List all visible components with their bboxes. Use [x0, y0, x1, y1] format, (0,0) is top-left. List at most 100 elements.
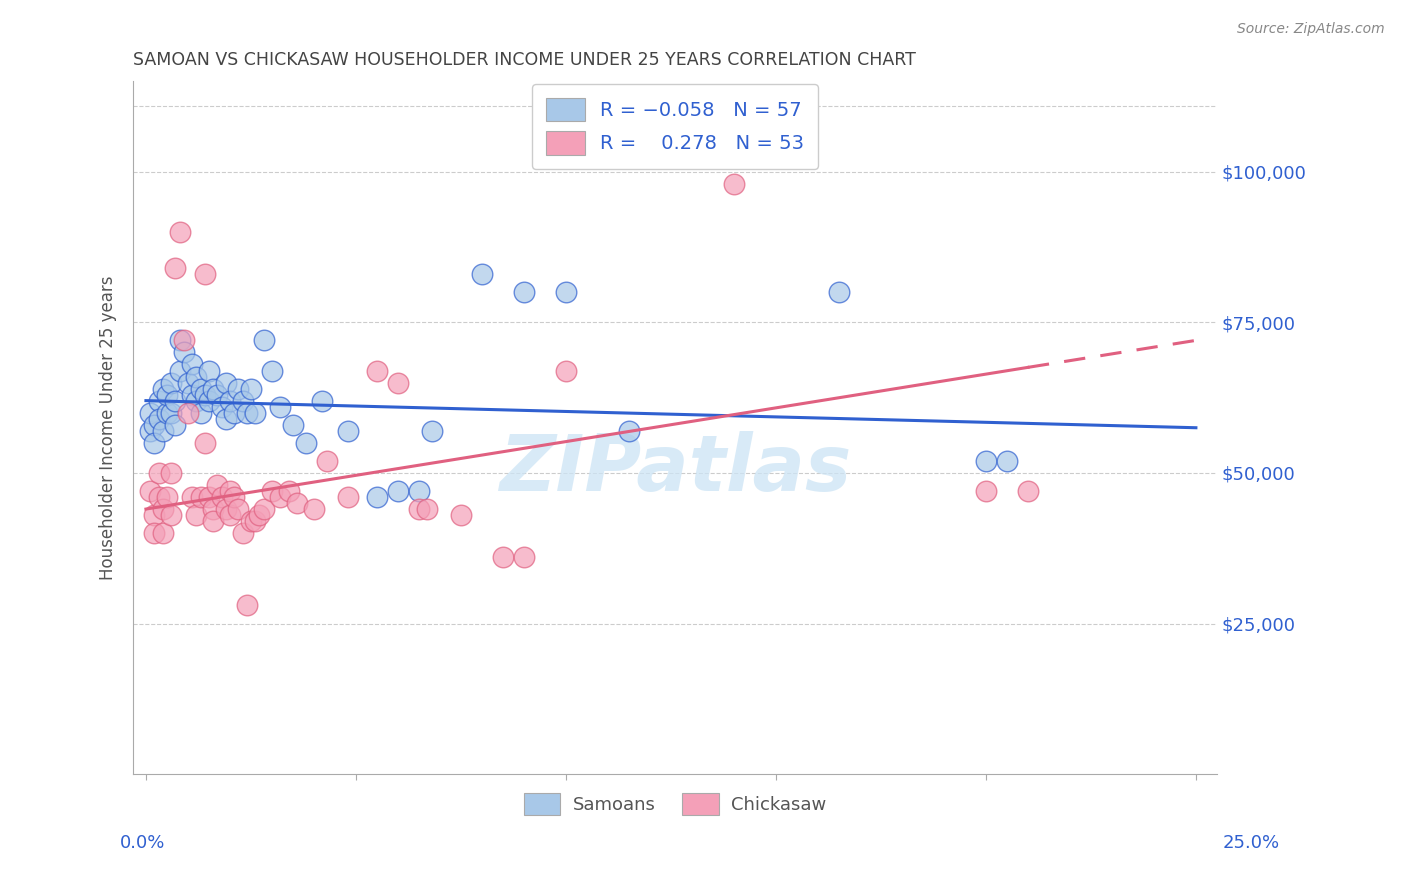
Legend: Samoans, Chickasaw: Samoans, Chickasaw	[515, 784, 835, 824]
Point	[252, 502, 274, 516]
Point	[228, 502, 250, 516]
Point	[152, 424, 174, 438]
Point	[269, 490, 291, 504]
Point	[148, 393, 170, 408]
Point	[186, 369, 208, 384]
Point	[143, 417, 166, 432]
Point	[231, 526, 253, 541]
Point	[156, 387, 179, 401]
Point	[148, 411, 170, 425]
Point	[336, 490, 359, 504]
Point	[152, 526, 174, 541]
Point	[294, 435, 316, 450]
Point	[215, 411, 238, 425]
Point	[235, 406, 257, 420]
Point	[450, 508, 472, 522]
Point	[190, 490, 212, 504]
Point	[239, 514, 262, 528]
Point	[143, 526, 166, 541]
Point	[194, 435, 217, 450]
Point	[387, 483, 409, 498]
Point	[190, 382, 212, 396]
Point	[302, 502, 325, 516]
Point	[513, 550, 536, 565]
Point	[194, 387, 217, 401]
Point	[169, 363, 191, 377]
Point	[247, 508, 270, 522]
Point	[186, 393, 208, 408]
Point	[219, 508, 242, 522]
Point	[239, 382, 262, 396]
Point	[169, 334, 191, 348]
Point	[173, 334, 195, 348]
Text: 25.0%: 25.0%	[1222, 834, 1279, 852]
Point	[148, 490, 170, 504]
Point	[143, 435, 166, 450]
Point	[228, 382, 250, 396]
Point	[408, 502, 430, 516]
Point	[492, 550, 515, 565]
Y-axis label: Householder Income Under 25 years: Householder Income Under 25 years	[100, 276, 117, 580]
Point	[202, 382, 225, 396]
Point	[198, 363, 221, 377]
Point	[285, 496, 308, 510]
Text: Source: ZipAtlas.com: Source: ZipAtlas.com	[1237, 22, 1385, 37]
Point	[723, 177, 745, 191]
Point	[211, 490, 233, 504]
Point	[148, 466, 170, 480]
Point	[198, 490, 221, 504]
Point	[160, 376, 183, 390]
Point	[211, 400, 233, 414]
Point	[420, 424, 443, 438]
Point	[617, 424, 640, 438]
Point	[139, 483, 162, 498]
Point	[173, 345, 195, 359]
Point	[224, 490, 246, 504]
Point	[169, 225, 191, 239]
Point	[243, 514, 266, 528]
Point	[260, 483, 283, 498]
Point	[311, 393, 333, 408]
Text: ZIPatlas: ZIPatlas	[499, 432, 851, 508]
Point	[181, 358, 204, 372]
Text: 0.0%: 0.0%	[120, 834, 165, 852]
Point	[160, 466, 183, 480]
Point	[974, 454, 997, 468]
Point	[160, 406, 183, 420]
Point	[165, 417, 187, 432]
Point	[190, 406, 212, 420]
Point	[139, 424, 162, 438]
Point	[202, 514, 225, 528]
Point	[252, 334, 274, 348]
Point	[277, 483, 299, 498]
Point	[156, 406, 179, 420]
Point	[186, 508, 208, 522]
Point	[995, 454, 1018, 468]
Point	[207, 478, 229, 492]
Point	[235, 599, 257, 613]
Point	[215, 376, 238, 390]
Point	[555, 363, 578, 377]
Point	[269, 400, 291, 414]
Point	[366, 363, 388, 377]
Point	[139, 406, 162, 420]
Point	[1017, 483, 1039, 498]
Point	[555, 285, 578, 300]
Point	[165, 393, 187, 408]
Point	[177, 406, 200, 420]
Point	[243, 406, 266, 420]
Point	[281, 417, 304, 432]
Point	[387, 376, 409, 390]
Text: SAMOAN VS CHICKASAW HOUSEHOLDER INCOME UNDER 25 YEARS CORRELATION CHART: SAMOAN VS CHICKASAW HOUSEHOLDER INCOME U…	[134, 51, 917, 69]
Point	[219, 393, 242, 408]
Point	[215, 502, 238, 516]
Point	[194, 267, 217, 281]
Point	[366, 490, 388, 504]
Point	[152, 502, 174, 516]
Point	[181, 490, 204, 504]
Point	[513, 285, 536, 300]
Point	[315, 454, 337, 468]
Point	[336, 424, 359, 438]
Point	[231, 393, 253, 408]
Point	[156, 490, 179, 504]
